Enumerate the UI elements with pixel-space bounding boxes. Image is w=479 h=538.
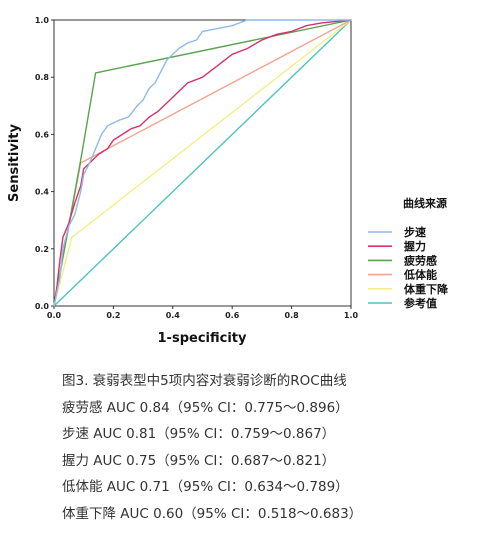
legend-label: 疲劳感 xyxy=(404,253,437,267)
y-tick-label: 0.8 xyxy=(35,73,50,82)
y-axis-title: Sensitivity xyxy=(7,124,22,202)
roc-chart: 0.0 0.2 0.4 0.6 0.8 1.0 0.0 0.2 0.4 0.6 0.8 1.0 Se… xyxy=(7,16,449,346)
x-axis-ticks: 0.0 0.2 0.4 0.6 0.8 1.0 xyxy=(47,306,359,320)
legend-label: 低体能 xyxy=(403,268,437,282)
y-tick-label: 0.4 xyxy=(35,188,50,197)
series-line xyxy=(53,19,352,307)
x-tick-label: 0.4 xyxy=(166,311,181,320)
x-tick-label: 0.8 xyxy=(285,311,300,320)
legend-title: 曲线来源 xyxy=(403,196,447,210)
x-tick-label: 0.6 xyxy=(225,311,240,320)
x-tick-label: 1.0 xyxy=(344,311,359,320)
x-axis-title: 1-specificity xyxy=(158,331,247,346)
series-line xyxy=(53,19,351,307)
legend-label: 步速 xyxy=(404,225,426,239)
x-tick-label: 0.2 xyxy=(106,311,120,320)
legend-label: 握力 xyxy=(404,239,426,253)
legend-label: 体重下降 xyxy=(404,282,449,296)
series-line xyxy=(53,19,352,307)
figure-caption: 图3. 衰弱表型中5项内容对衰弱诊断的ROC曲线 疲劳感 AUC 0.84（95… xyxy=(62,368,462,527)
caption-line-weight-loss: 体重下降 AUC 0.60（95% CI：0.518～0.683） xyxy=(62,505,363,522)
roc-series-lines xyxy=(53,19,352,307)
legend-label: 参考值 xyxy=(404,296,437,310)
y-axis-ticks: 0.0 0.2 0.4 0.6 0.8 1.0 xyxy=(35,16,54,311)
caption-line-low-activity: 低体能 AUC 0.71（95% CI：0.634～0.789） xyxy=(62,479,349,495)
y-tick-label: 0.6 xyxy=(35,130,50,139)
plot-frame xyxy=(53,19,352,307)
y-tick-label: 0.0 xyxy=(35,302,50,311)
caption-line-grip-strength: 握力 AUC 0.75（95% CI：0.687～0.821） xyxy=(62,452,336,469)
caption-line-gait-speed: 步速 AUC 0.81（95% CI：0.759～0.867） xyxy=(62,426,336,442)
caption-line-fatigue: 疲劳感 AUC 0.84（95% CI：0.775～0.896） xyxy=(62,399,349,416)
series-line xyxy=(53,19,352,307)
y-tick-label: 0.2 xyxy=(35,245,49,254)
y-tick-label: 1.0 xyxy=(35,16,50,25)
x-tick-label: 0.0 xyxy=(47,311,62,320)
caption-title: 图3. 衰弱表型中5项内容对衰弱诊断的ROC曲线 xyxy=(62,373,347,389)
